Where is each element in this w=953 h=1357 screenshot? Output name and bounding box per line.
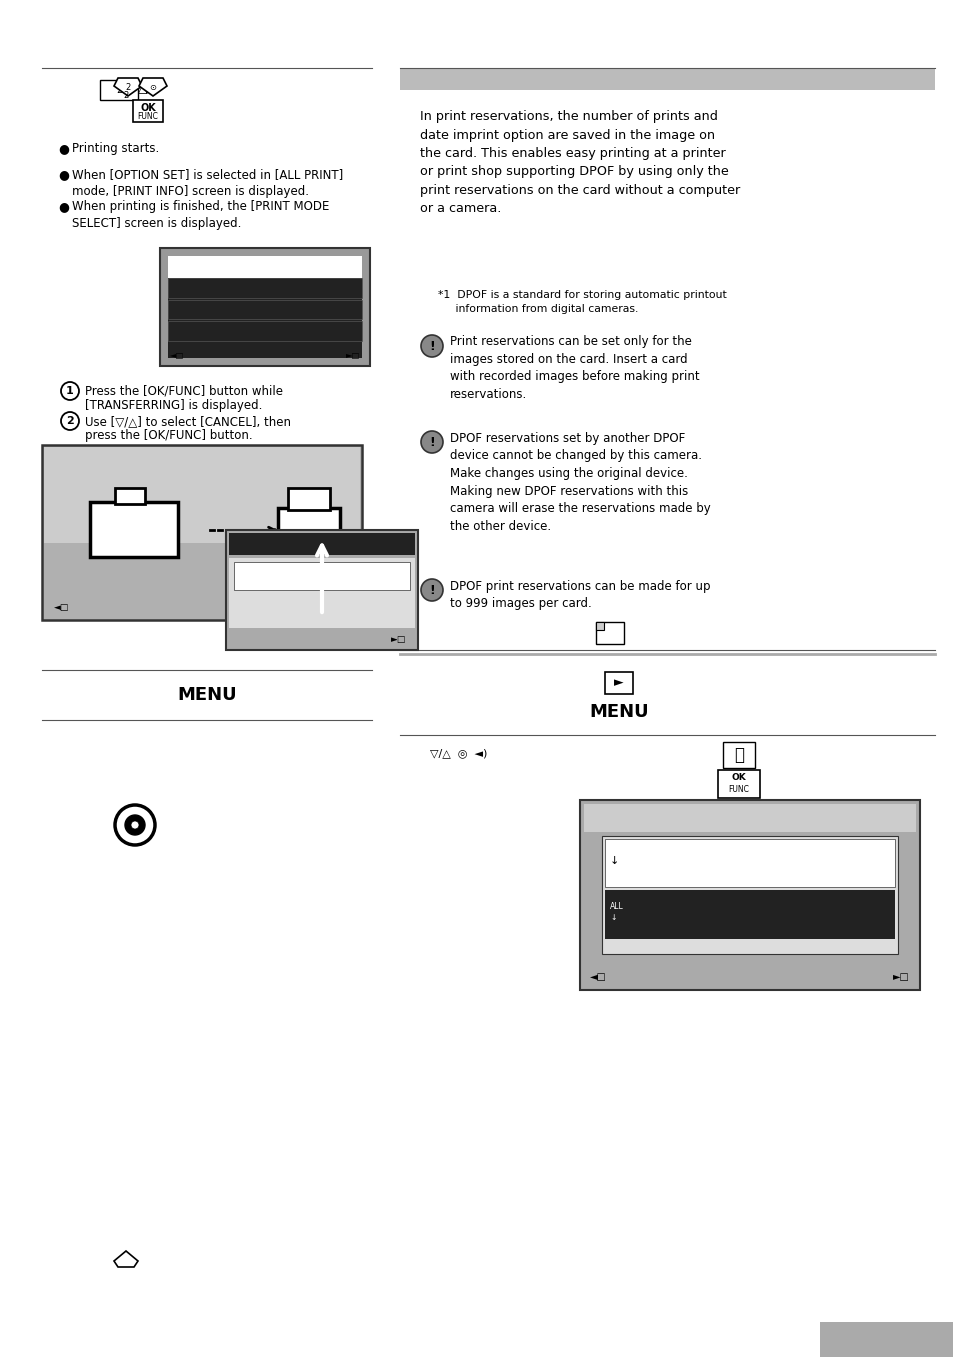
Text: ↓: ↓: [609, 856, 618, 866]
Bar: [579, 801, 919, 991]
Bar: [229, 533, 415, 555]
Text: ►: ►: [614, 677, 623, 689]
Text: !: !: [429, 339, 435, 353]
Text: ◄□: ◄□: [170, 351, 184, 360]
Bar: [115, 489, 145, 503]
Bar: [583, 803, 915, 832]
Bar: [168, 256, 361, 278]
Text: [TRANSFERRING] is displayed.: [TRANSFERRING] is displayed.: [85, 399, 262, 413]
Bar: [601, 836, 897, 954]
Text: 2: 2: [125, 84, 131, 92]
Bar: [820, 1322, 953, 1357]
Bar: [596, 622, 603, 630]
Circle shape: [420, 432, 442, 453]
Text: ●: ●: [58, 199, 69, 213]
Text: When printing is finished, the [PRINT MODE
SELECT] screen is displayed.: When printing is finished, the [PRINT MO…: [71, 199, 329, 231]
Text: DPOF print reservations can be made for up
to 999 images per card.: DPOF print reservations can be made for …: [450, 579, 710, 611]
Text: ◄□: ◄□: [589, 972, 606, 982]
Circle shape: [131, 821, 139, 829]
Bar: [604, 839, 894, 887]
Text: FUNC: FUNC: [137, 113, 158, 121]
Text: ●: ●: [58, 168, 69, 180]
Text: 2: 2: [115, 85, 122, 95]
Text: OK: OK: [140, 103, 155, 113]
Text: ⊙: ⊙: [150, 84, 156, 92]
Text: ►□: ►□: [390, 635, 406, 645]
Text: ●: ●: [58, 142, 69, 155]
Circle shape: [420, 335, 442, 357]
Text: Printing starts.: Printing starts.: [71, 142, 159, 155]
Bar: [718, 769, 760, 798]
Bar: [399, 68, 934, 90]
Text: ◁▽: ◁▽: [120, 81, 139, 95]
Text: ALL
↓: ALL ↓: [609, 902, 623, 921]
Bar: [233, 562, 410, 590]
Text: ⎙: ⎙: [733, 746, 743, 764]
Text: Use [▽/△] to select [CANCEL], then: Use [▽/△] to select [CANCEL], then: [85, 415, 291, 427]
Bar: [288, 489, 330, 510]
Polygon shape: [139, 77, 167, 96]
Bar: [288, 552, 330, 565]
Text: MENU: MENU: [177, 687, 236, 704]
Bar: [226, 531, 417, 650]
Polygon shape: [113, 1251, 138, 1267]
Circle shape: [420, 579, 442, 601]
Text: ►□: ►□: [345, 351, 359, 360]
Text: !: !: [429, 584, 435, 597]
Bar: [90, 502, 178, 556]
Text: FUNC: FUNC: [728, 784, 749, 794]
Bar: [722, 742, 754, 768]
Circle shape: [115, 805, 154, 845]
Text: 1: 1: [66, 385, 73, 396]
Bar: [277, 508, 339, 554]
Text: DPOF reservations set by another DPOF
device cannot be changed by this camera.
M: DPOF reservations set by another DPOF de…: [450, 432, 710, 532]
Text: △▷: △▷: [138, 81, 157, 95]
Bar: [168, 322, 361, 341]
Circle shape: [125, 816, 145, 835]
Text: *1  DPOF is a standard for storing automatic printout
     information from digi: *1 DPOF is a standard for storing automa…: [437, 290, 726, 313]
Bar: [132, 100, 163, 122]
Text: OK: OK: [731, 773, 745, 783]
Bar: [596, 622, 623, 645]
Text: 2: 2: [123, 91, 129, 100]
Bar: [100, 80, 138, 100]
Text: Press the [OK/FUNC] button while: Press the [OK/FUNC] button while: [85, 385, 283, 398]
Bar: [168, 278, 361, 297]
Text: 2: 2: [66, 417, 73, 426]
Text: ►□: ►□: [892, 972, 909, 982]
Bar: [44, 446, 359, 543]
Circle shape: [61, 413, 79, 430]
Text: ▽/△  ◎  ◄): ▽/△ ◎ ◄): [430, 748, 487, 759]
Text: !: !: [429, 436, 435, 449]
Text: MENU: MENU: [589, 703, 648, 721]
Bar: [168, 300, 361, 319]
Text: In print reservations, the number of prints and
date imprint option are saved in: In print reservations, the number of pri…: [419, 110, 740, 216]
Bar: [229, 558, 415, 628]
Text: ◄□: ◄□: [54, 603, 70, 612]
Bar: [604, 672, 633, 693]
Polygon shape: [113, 77, 142, 96]
Text: press the [OK/FUNC] button.: press the [OK/FUNC] button.: [85, 429, 253, 442]
Text: Print reservations can be set only for the
images stored on the card. Insert a c: Print reservations can be set only for t…: [450, 335, 699, 400]
Bar: [168, 256, 361, 358]
Bar: [160, 248, 370, 366]
Circle shape: [61, 383, 79, 400]
Text: When [OPTION SET] is selected in [ALL PRINT]
mode, [PRINT INFO] screen is displa: When [OPTION SET] is selected in [ALL PR…: [71, 168, 343, 198]
Bar: [42, 445, 361, 620]
Bar: [604, 890, 894, 939]
